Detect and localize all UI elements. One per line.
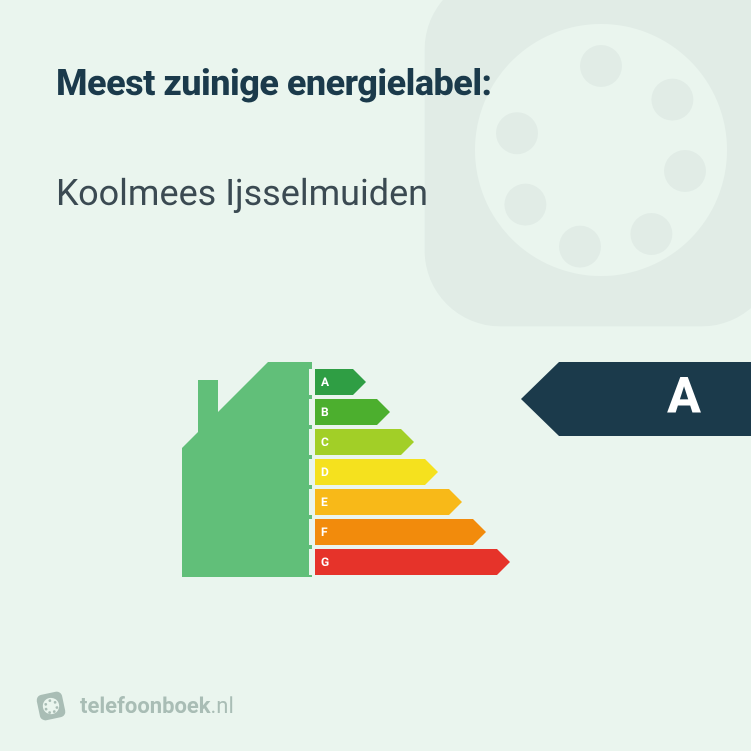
brand-name-tld: .nl [211,694,234,719]
energy-bar-letter: D [321,465,329,479]
energy-bars: A B C D E F G [315,369,510,579]
footer-brand: telefoonboek.nl [34,689,234,723]
energy-bar-b: B [315,399,510,425]
energy-bar-letter: C [321,435,329,449]
energy-bar-letter: A [321,375,329,389]
brand-name: telefoonboek.nl [80,694,234,719]
background-watermark [391,0,751,360]
energy-bar-a: A [315,369,510,395]
energy-label-chart: A B C D E F G [182,362,482,602]
house-icon [182,362,312,592]
brand-name-bold: telefoonboek [80,694,211,719]
energy-bar-f: F [315,519,510,545]
energy-bar-g: G [315,549,510,575]
brand-logo-icon [34,689,68,723]
subject-name: Koolmees Ijsselmuiden [56,172,428,214]
energy-bar-letter: F [321,525,328,539]
energy-bar-letter: E [321,495,328,509]
energy-bar-letter: G [321,555,329,569]
energy-bar-d: D [315,459,510,485]
energy-bar-e: E [315,489,510,515]
highlighted-rating-badge: A [521,362,751,436]
page-title: Meest zuinige energielabel: [56,62,492,104]
energy-bar-letter: B [321,405,329,419]
energy-bar-c: C [315,429,510,455]
highlighted-rating-letter: A [667,368,701,426]
